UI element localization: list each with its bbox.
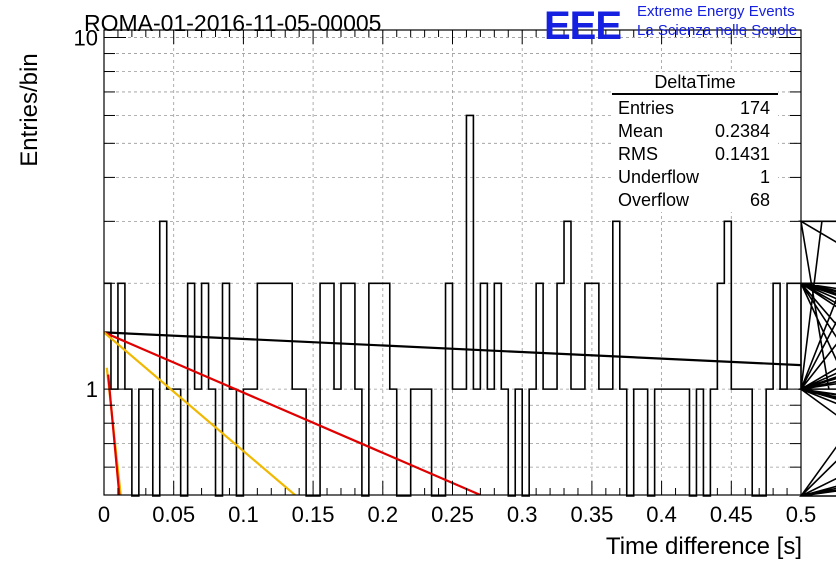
stats-row-entries: Entries 174	[612, 97, 778, 120]
fit-curve	[104, 331, 801, 367]
stats-label: RMS	[618, 144, 658, 164]
x-tick-label: 0.15	[292, 502, 335, 527]
stats-title: DeltaTime	[612, 72, 778, 95]
x-tick-label: 0.2	[368, 502, 399, 527]
x-tick-label: 0.1	[228, 502, 259, 527]
stats-box: DeltaTime Entries 174 Mean 0.2384 RMS 0.143…	[612, 72, 778, 212]
stats-row-rms: RMS 0.1431	[612, 143, 778, 166]
x-axis-label: Time difference [s]	[605, 533, 802, 560]
y-axis-label: Entries/bin	[16, 53, 43, 167]
stats-label: Overflow	[618, 190, 690, 210]
x-tick-label: 0.3	[507, 502, 538, 527]
logo-line-2: La Scienza nelle Scuole	[637, 22, 798, 39]
x-tick-label: 0.5	[786, 502, 817, 527]
fit-curve	[104, 331, 481, 495]
logo-caption: Extreme Energy Events La Scienza nelle S…	[637, 2, 797, 40]
stats-row-overflow: Overflow 68	[612, 189, 778, 212]
stats-label: Entries	[618, 98, 675, 118]
x-tick-label: 0.25	[431, 502, 474, 527]
x-tick-label: 0.4	[646, 502, 677, 527]
stats-value: 0.2384	[714, 121, 770, 141]
stats-value: 68	[749, 190, 770, 210]
stats-value: 0.1431	[714, 144, 770, 164]
stats-row-underflow: Underflow 1	[612, 166, 778, 189]
y-tick-label: 10	[74, 25, 98, 50]
stats-label: Underflow	[618, 167, 700, 187]
x-tick-label: 0.35	[570, 502, 613, 527]
x-tick-label: 0	[98, 502, 110, 527]
fit-curve	[104, 331, 296, 495]
x-tick-label: 0.05	[152, 502, 195, 527]
histogram-outline	[104, 114, 836, 497]
stats-label: Mean	[618, 121, 664, 141]
stats-value: 1	[759, 167, 770, 187]
fit-curve	[107, 374, 121, 495]
y-tick-label: 1	[86, 377, 98, 402]
chart-title: ROMA-01-2016-11-05-00005	[84, 10, 382, 36]
axes: 0 0.05 0.1 0.15 0.2 0.25 0.3 0.35 0.4 0.45 0.5 1 10	[74, 25, 817, 527]
eee-logo: EEE	[544, 4, 622, 48]
x-tick-label: 0.45	[710, 502, 753, 527]
histogram-bins	[104, 114, 836, 497]
stats-row-mean: Mean 0.2384	[612, 120, 778, 143]
stats-value: 174	[739, 98, 770, 118]
logo-line-1: Extreme Energy Events	[637, 3, 795, 20]
